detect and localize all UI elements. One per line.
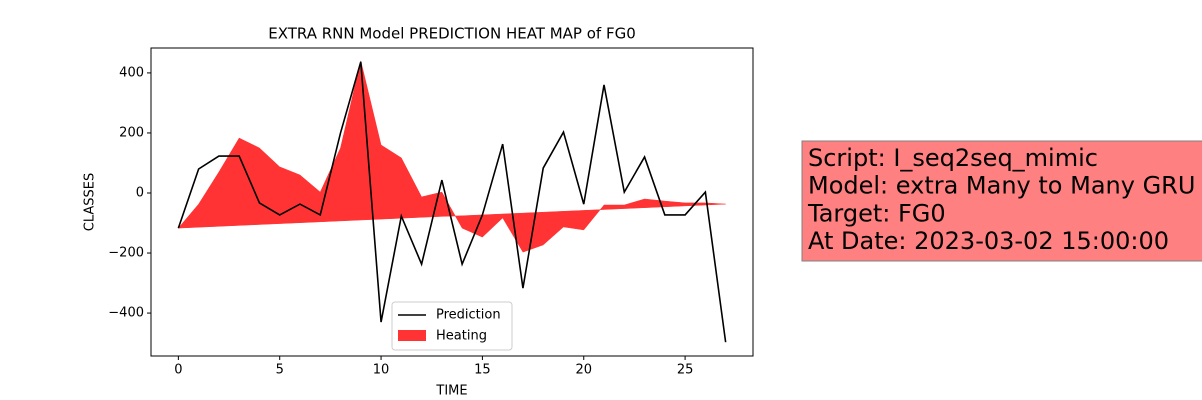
y-tick-label: 200	[119, 125, 144, 140]
x-tick-label: 0	[174, 363, 182, 378]
x-tick-label: 10	[373, 363, 390, 378]
chart-title: EXTRA RNN Model PREDICTION HEAT MAP of F…	[268, 25, 636, 43]
x-tick-label: 20	[575, 363, 592, 378]
x-tick-label: 25	[677, 363, 694, 378]
legend-label: Prediction	[436, 308, 501, 323]
y-axis-label: CLASSES	[83, 173, 98, 231]
y-tick-label: 400	[119, 65, 144, 80]
prediction-line	[177, 61, 727, 343]
annotation-box	[801, 140, 1202, 262]
annotation-line: At Date: 2023-03-02 15:00:00	[808, 227, 1169, 255]
legend-swatch	[398, 330, 426, 341]
plot-frame	[150, 47, 754, 357]
annotation-line: Model: extra Many to Many GRU	[808, 172, 1195, 200]
x-axis-label: TIME	[435, 384, 467, 399]
x-tick-label: 15	[474, 363, 491, 378]
heating-area	[177, 60, 726, 253]
legend-label: Heating	[436, 329, 487, 344]
annotation-line: Target: FG0	[807, 199, 946, 227]
y-tick-label: −200	[108, 246, 144, 261]
annotation-line: Script: I_seq2seq_mimic	[808, 144, 1098, 172]
x-tick-label: 5	[276, 363, 284, 378]
y-tick-label: −400	[108, 306, 144, 321]
y-tick-label: 0	[136, 185, 144, 200]
